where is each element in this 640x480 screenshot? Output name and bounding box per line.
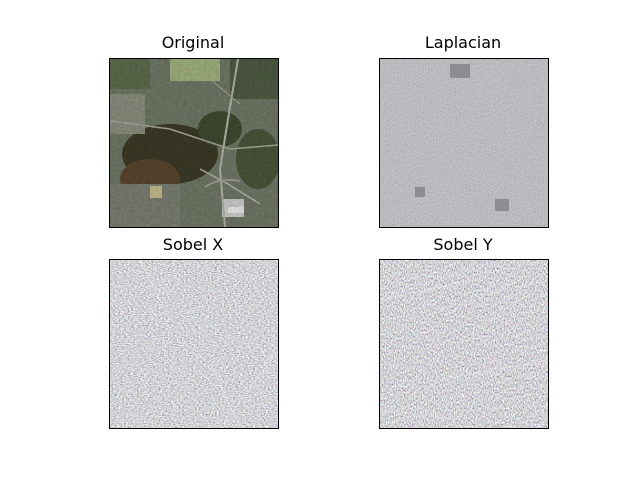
panel-title-laplacian: Laplacian bbox=[424, 33, 502, 52]
panel-title-sobel-y: Sobel Y bbox=[433, 235, 493, 254]
panel-title-sobel-x: Sobel X bbox=[162, 235, 224, 254]
panel-title-original: Original bbox=[161, 33, 225, 52]
sobel-x-image-panel bbox=[109, 259, 279, 429]
sobel-y-edge-image bbox=[380, 260, 548, 428]
original-image-panel bbox=[109, 58, 279, 228]
sobel-x-edge-image bbox=[110, 260, 278, 428]
laplacian-edge-image bbox=[380, 59, 548, 227]
laplacian-image-panel bbox=[379, 58, 549, 228]
original-aerial-image bbox=[110, 59, 278, 227]
sobel-y-image-panel bbox=[379, 259, 549, 429]
